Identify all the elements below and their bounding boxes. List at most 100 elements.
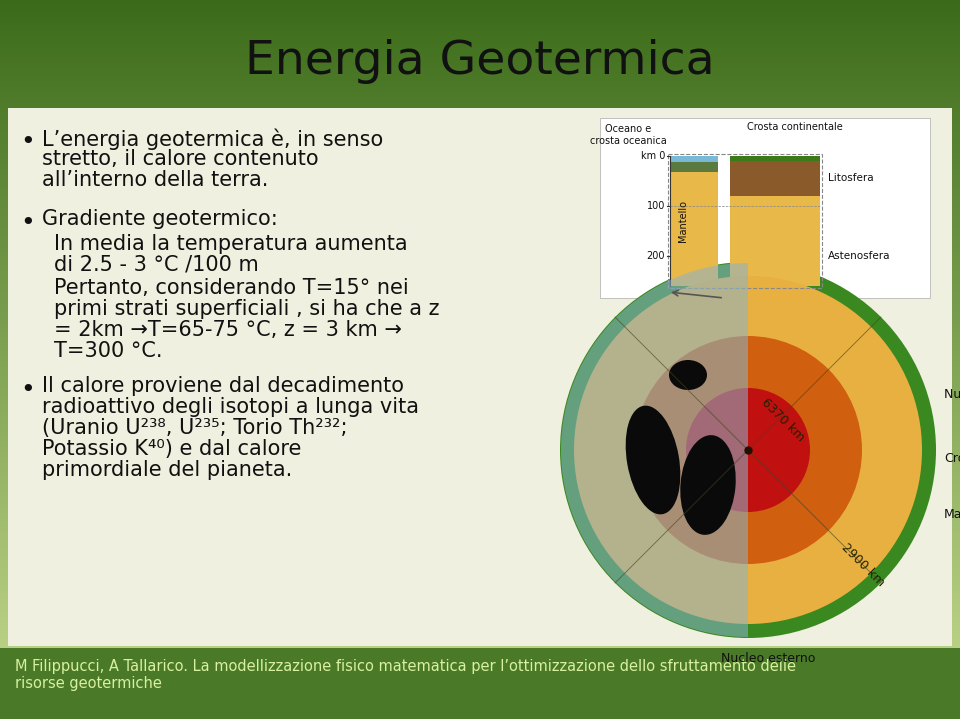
Bar (0, 55, 960, 58)
Bar (0, 316, 960, 320)
Bar (0, 647, 960, 651)
Bar (0, 446, 960, 449)
Bar (0, 319, 960, 322)
Bar (0, 235, 960, 238)
Bar (0, 563, 960, 567)
Bar (0, 534, 960, 538)
Bar (0, 379, 960, 382)
Bar (0, 491, 960, 495)
Bar (0, 88, 960, 92)
Bar (0, 38, 960, 42)
Bar (0, 441, 960, 444)
Bar (0, 151, 960, 155)
Bar (0, 606, 960, 610)
Bar (0, 472, 960, 475)
Bar (0, 67, 960, 70)
Bar (0, 676, 960, 679)
Text: all’interno della terra.: all’interno della terra. (42, 170, 269, 190)
Bar (0, 295, 960, 298)
Bar (0, 530, 960, 533)
Text: Crosta: Crosta (944, 452, 960, 464)
Bar (0, 390, 960, 394)
Text: (Uranio U²³⁸, U²³⁵; Torio Th²³²;: (Uranio U²³⁸, U²³⁵; Torio Th²³²; (42, 418, 348, 438)
Bar (0, 170, 960, 173)
Bar (0, 266, 960, 270)
Bar (0, 113, 960, 116)
Bar (0, 645, 960, 648)
Bar (0, 271, 960, 274)
Bar (0, 203, 960, 207)
Bar (0, 182, 960, 186)
Bar (668, 154, 822, 288)
Bar (0, 688, 960, 691)
Bar (0, 201, 960, 205)
Bar (0, 692, 960, 696)
Bar (0, 458, 960, 461)
Bar (0, 223, 960, 226)
Bar (0, 65, 960, 68)
Bar (0, 714, 960, 718)
Bar (0, 36, 960, 40)
Bar (0, 419, 960, 423)
Bar (0, 264, 960, 267)
Bar (0, 110, 960, 114)
Bar (0, 52, 960, 56)
Bar (0, 156, 960, 159)
Bar (0, 592, 960, 595)
Bar (0, 31, 960, 35)
Bar (0, 216, 960, 219)
Bar (0, 101, 960, 104)
Bar (0, 63, 960, 65)
Bar (0, 484, 960, 487)
Bar (0, 408, 960, 411)
Bar (0, 667, 960, 669)
Ellipse shape (669, 360, 707, 390)
Bar (0, 275, 960, 279)
Bar (0, 288, 960, 291)
Bar (0, 590, 960, 593)
Bar (0, 237, 960, 241)
Bar (0, 29, 960, 32)
Bar (0, 604, 960, 608)
Bar (0, 635, 960, 638)
Bar (0, 45, 960, 49)
Bar (0, 405, 960, 408)
Bar (0, 254, 960, 257)
Bar (0, 333, 960, 336)
Bar (0, 444, 960, 446)
Text: 200: 200 (646, 251, 665, 261)
Text: •: • (20, 378, 35, 402)
Bar (0, 244, 960, 248)
Bar (0, 549, 960, 552)
Bar (0, 194, 960, 198)
Bar (0, 510, 960, 514)
Bar (0, 304, 960, 308)
Bar (730, 196, 820, 286)
Bar (0, 381, 960, 385)
Bar (0, 367, 960, 370)
Bar (0, 642, 960, 646)
Bar (0, 144, 960, 147)
Bar (0, 537, 960, 540)
Bar (0, 697, 960, 701)
Bar (0, 690, 960, 694)
Bar (0, 664, 960, 667)
Bar (0, 602, 960, 605)
Bar (0, 674, 960, 677)
Bar (0, 122, 960, 126)
Bar (0, 633, 960, 636)
Bar (0, 242, 960, 245)
Bar (0, 494, 960, 497)
Bar (0, 480, 960, 482)
Bar (0, 477, 960, 480)
Bar (0, 91, 960, 94)
Bar (0, 532, 960, 536)
Bar (0, 34, 960, 37)
Bar (0, 232, 960, 236)
Bar (0, 50, 960, 54)
Bar (0, 467, 960, 471)
Bar (0, 620, 960, 624)
Bar (0, 640, 960, 644)
Bar (0, 211, 960, 214)
Bar (0, 77, 960, 80)
